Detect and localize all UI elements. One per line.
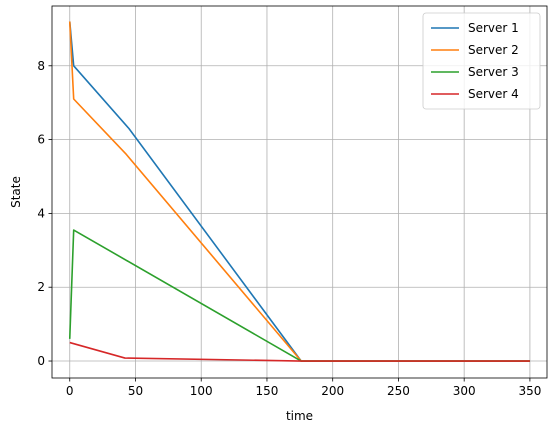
- series-lines: [68, 21, 530, 362]
- x-tick-label: 200: [321, 384, 344, 398]
- legend: Server 1 Server 2 Server 3 Server 4: [422, 12, 541, 110]
- series-line-4: [69, 341, 530, 362]
- plot-frame: [51, 5, 548, 379]
- axis-ticks: 0 50 100 150 200 250 300 350 0 2 4 6 8: [37, 59, 541, 398]
- legend-label-1: Server 1: [468, 21, 519, 35]
- y-tick-label: 8: [37, 59, 45, 73]
- x-tick-label: 100: [190, 384, 213, 398]
- x-tick-label: 0: [66, 384, 74, 398]
- x-tick-label: 300: [453, 384, 476, 398]
- x-tick-label: 150: [256, 384, 279, 398]
- y-tick-label: 0: [37, 354, 45, 368]
- x-tick-label: 350: [518, 384, 541, 398]
- legend-label-3: Server 3: [468, 65, 519, 79]
- y-tick-label: 2: [37, 280, 45, 294]
- x-tick-label: 250: [387, 384, 410, 398]
- y-axis-label: State: [9, 176, 23, 208]
- y-tick-label: 4: [37, 206, 45, 220]
- x-axis-label: time: [286, 409, 313, 423]
- legend-label-2: Server 2: [468, 43, 519, 57]
- legend-box: [422, 12, 541, 110]
- y-tick-label: 6: [37, 133, 45, 147]
- x-tick-label: 50: [128, 384, 143, 398]
- legend-label-4: Server 4: [468, 87, 519, 101]
